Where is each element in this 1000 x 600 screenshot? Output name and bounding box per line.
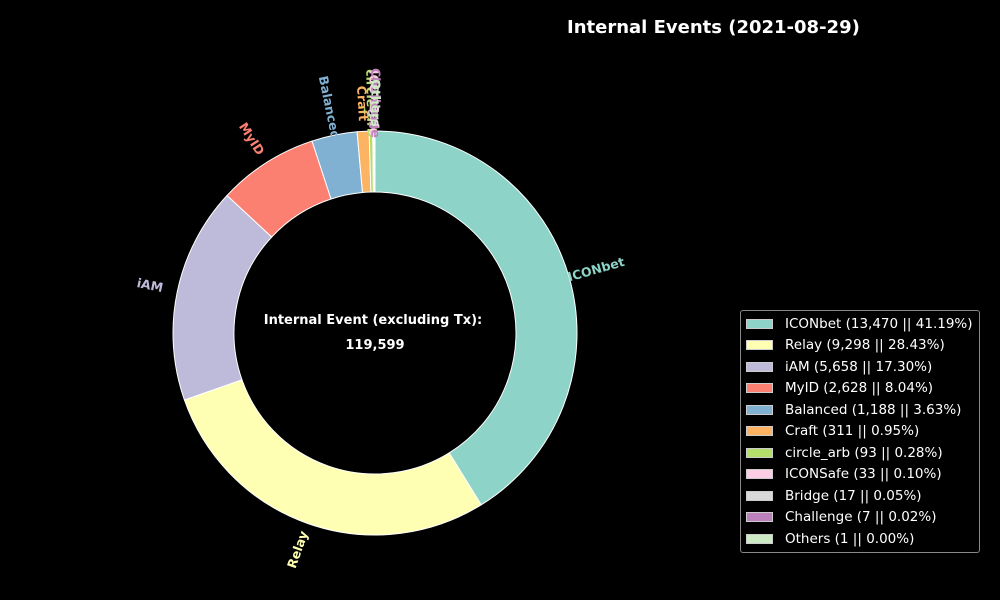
slice-label-circle-arb: circle_arb (362, 69, 379, 137)
legend-item-challenge: Challenge (7 || 0.02%) (741, 507, 979, 529)
legend-label: MyID (2,628 || 8.04%) (785, 380, 934, 397)
legend-item-myid: MyID (2,628 || 8.04%) (741, 378, 979, 400)
legend: ICONbet (13,470 || 41.19%) Relay (9,298 |… (740, 310, 980, 553)
legend-label: Challenge (7 || 0.02%) (785, 509, 937, 526)
legend-label: ICONSafe (33 || 0.10%) (785, 466, 942, 483)
chart-title: Internal Events (2021-08-29) (567, 17, 860, 38)
slice-label-iconsafe: ICONSafe (366, 70, 382, 136)
slice-relay (183, 379, 482, 536)
legend-swatch (746, 533, 773, 544)
slice-label-iconbet: ICONbet (566, 254, 626, 284)
legend-swatch (746, 512, 773, 523)
slice-label-balanced: Balanced (316, 74, 344, 140)
legend-swatch (746, 447, 773, 458)
legend-label: Craft (311 || 0.95%) (785, 423, 920, 440)
legend-swatch (746, 340, 773, 351)
legend-swatch (746, 361, 773, 372)
legend-item-others: Others (1 || 0.00%) (741, 528, 979, 550)
legend-label: circle_arb (93 || 0.28%) (785, 444, 943, 461)
slice-label-myid: MyID (236, 120, 268, 158)
slice-label-bridge: Bridge (368, 80, 383, 126)
slice-iam (172, 194, 273, 401)
slice-label-others: Others (368, 79, 383, 127)
legend-item-relay: Relay (9,298 || 28.43%) (741, 335, 979, 357)
slice-label-iam: iAM (136, 275, 165, 295)
slice-label-relay: Relay (284, 529, 311, 570)
center-value: 119,599 (345, 338, 404, 353)
legend-swatch (746, 469, 773, 480)
slice-iconbet (374, 130, 578, 506)
legend-item-iconbet: ICONbet (13,470 || 41.19%) (741, 313, 979, 335)
legend-swatch (746, 318, 773, 329)
center-label: Internal Event (excluding Tx): (264, 313, 483, 328)
slice-label-craft: Craft (354, 85, 371, 121)
legend-item-iam: iAM (5,658 || 17.30%) (741, 356, 979, 378)
legend-label: Relay (9,298 || 28.43%) (785, 337, 945, 354)
legend-label: Others (1 || 0.00%) (785, 530, 915, 547)
legend-item-iconsafe: ICONSafe (33 || 0.10%) (741, 464, 979, 486)
legend-swatch (746, 426, 773, 437)
legend-label: Balanced (1,188 || 3.63%) (785, 401, 962, 418)
legend-item-balanced: Balanced (1,188 || 3.63%) (741, 399, 979, 421)
slice-label-challenge: Challenge (368, 68, 383, 138)
legend-item-bridge: Bridge (17 || 0.05%) (741, 485, 979, 507)
legend-item-craft: Craft (311 || 0.95%) (741, 421, 979, 443)
legend-label: ICONbet (13,470 || 41.19%) (785, 315, 973, 332)
legend-swatch (746, 490, 773, 501)
legend-item-circle-arb: circle_arb (93 || 0.28%) (741, 442, 979, 464)
legend-swatch (746, 383, 773, 394)
legend-swatch (746, 404, 773, 415)
legend-label: Bridge (17 || 0.05%) (785, 487, 922, 504)
legend-label: iAM (5,658 || 17.30%) (785, 358, 933, 375)
